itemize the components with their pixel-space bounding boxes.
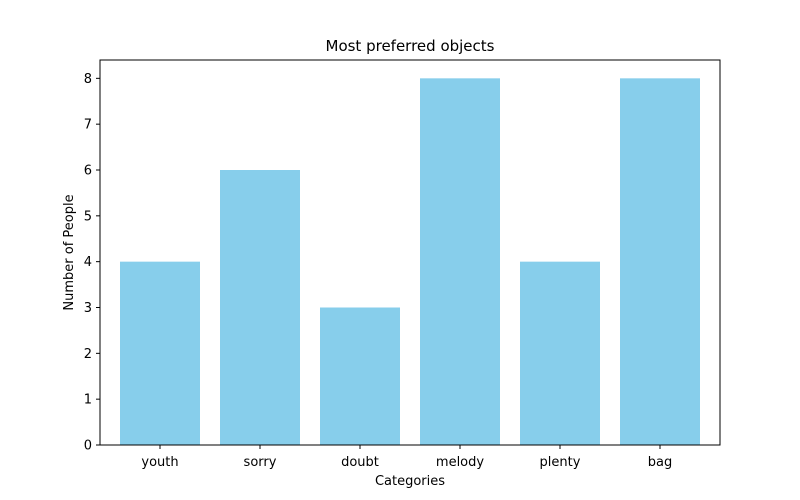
x-tick-label: bag: [648, 455, 672, 470]
y-tick-label: 8: [84, 72, 92, 87]
bar-youth: [120, 261, 200, 445]
y-tick-label: 2: [84, 347, 92, 362]
y-tick-label: 7: [84, 118, 92, 133]
x-tick-label: doubt: [341, 455, 379, 470]
y-tick-label: 5: [84, 209, 92, 224]
y-tick-label: 3: [84, 301, 92, 316]
bar-plenty: [520, 261, 600, 445]
x-tick-label: melody: [436, 455, 484, 470]
bar-sorry: [220, 170, 300, 445]
plot-frame: [99, 59, 721, 446]
bar-bag: [620, 78, 700, 445]
bar-melody: [420, 78, 500, 445]
bar-doubt: [320, 307, 400, 445]
y-tick-label: 0: [84, 439, 92, 454]
y-tick-label: 1: [84, 393, 92, 408]
y-axis-ticks: 0 1 2 3 4 5 6 7 8: [84, 72, 100, 454]
x-tick-label: youth: [141, 455, 178, 470]
x-tick-label: sorry: [244, 455, 277, 470]
y-tick-label: 6: [84, 164, 92, 179]
bars-group: [120, 78, 700, 445]
chart-title: Most preferred objects: [326, 37, 495, 55]
x-axis-label: Categories: [375, 474, 445, 489]
x-axis-ticks: youth sorry doubt melody plenty bag: [141, 445, 672, 470]
x-tick-label: plenty: [540, 455, 581, 470]
y-axis-label: Number of People: [62, 194, 77, 310]
y-tick-label: 4: [84, 255, 92, 270]
